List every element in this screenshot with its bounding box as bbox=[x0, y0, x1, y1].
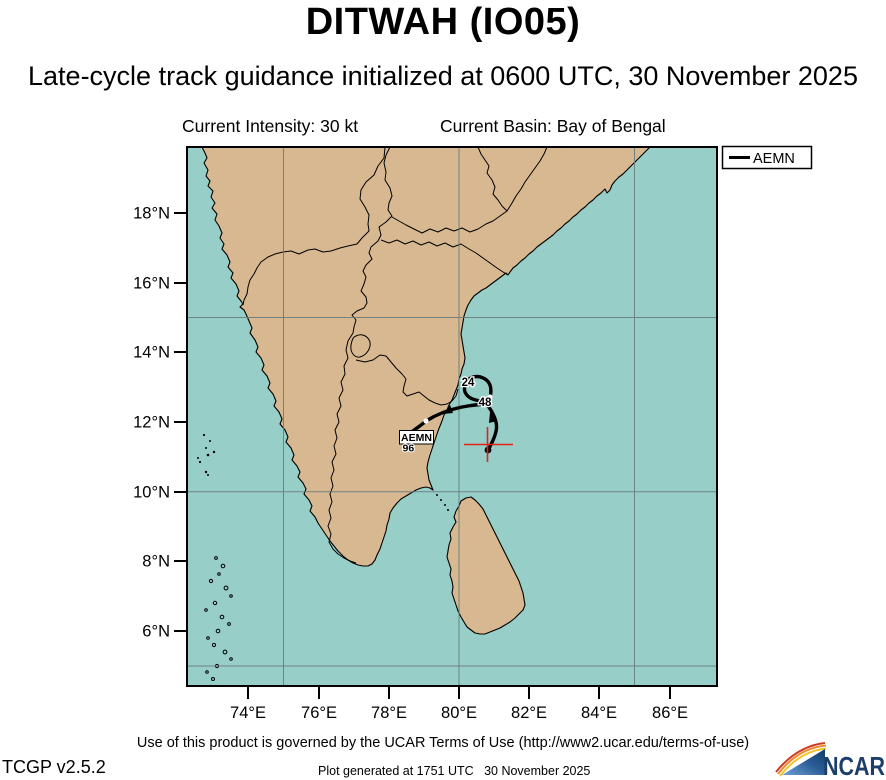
lat-tick-label: 6°N bbox=[142, 623, 170, 641]
generation-timestamp: Plot generated at 1751 UTC 30 November 2… bbox=[318, 764, 591, 778]
ncar-wordmark: NCAR bbox=[823, 751, 885, 780]
adams-bridge-islets bbox=[436, 494, 449, 511]
lon-tick-label: 76°E bbox=[301, 704, 337, 722]
maldives-islands bbox=[204, 556, 233, 681]
lon-tick-label: 84°E bbox=[581, 704, 617, 722]
lat-tick-labels: 18°N 16°N 14°N 12°N 10°N 8°N 6°N bbox=[133, 205, 170, 641]
track-point-72h bbox=[423, 418, 429, 424]
map-frame bbox=[186, 146, 718, 687]
lat-tick-label: 14°N bbox=[133, 344, 170, 362]
track-arrowhead-west bbox=[443, 405, 453, 414]
ncar-rainbow-yellow bbox=[779, 747, 827, 777]
track-label-48: 48 bbox=[479, 397, 492, 409]
lon-tick-labels: 74°E 76°E 78°E 80°E 82°E 84°E 86°E bbox=[230, 704, 688, 722]
ncar-mountain-triangle bbox=[782, 749, 825, 775]
ucar-terms-text: Use of this product is governed by the U… bbox=[136, 735, 750, 751]
ncar-logo: NCAR bbox=[775, 742, 885, 780]
track-model-box-label: AEMN bbox=[401, 432, 432, 444]
lon-axis bbox=[247, 686, 671, 699]
storm-title: DITWAH (IO05) bbox=[305, 1, 581, 43]
initial-position-crosshair bbox=[464, 427, 513, 462]
india-landmass bbox=[201, 147, 651, 567]
lat-tick-label: 8°N bbox=[142, 553, 170, 571]
lat-tick-label: 16°N bbox=[133, 275, 170, 293]
lakshadweep-islands bbox=[197, 433, 216, 476]
track-label-96: 96 bbox=[403, 443, 415, 455]
track-point-24h bbox=[487, 394, 493, 400]
lon-tick-label: 82°E bbox=[511, 704, 547, 722]
gridlines bbox=[187, 147, 717, 686]
current-basin-label: Current Basin: Bay of Bengal bbox=[440, 116, 666, 136]
lon-tick-label: 86°E bbox=[652, 704, 688, 722]
track-model-box bbox=[399, 430, 434, 445]
track-line bbox=[406, 374, 499, 452]
lon-tick-label: 80°E bbox=[441, 704, 477, 722]
lon-tick-label: 74°E bbox=[230, 704, 266, 722]
lat-tick-label: 12°N bbox=[133, 414, 170, 432]
current-intensity-label: Current Intensity: 30 kt bbox=[182, 116, 359, 136]
lat-axis bbox=[174, 212, 187, 632]
ncar-rainbow-orange bbox=[777, 744, 827, 775]
state-borders bbox=[242, 147, 548, 564]
legend: AEMN bbox=[721, 145, 813, 170]
lat-tick-label: 18°N bbox=[133, 205, 170, 223]
tcgp-version: TCGP v2.5.2 bbox=[2, 757, 106, 777]
lat-tick-label: 10°N bbox=[133, 484, 170, 502]
sri-lanka bbox=[446, 496, 526, 635]
track-label-24: 24 bbox=[462, 377, 475, 389]
track-arrowhead-north bbox=[489, 412, 497, 423]
plot-subtitle: Late-cycle track guidance initialized at… bbox=[28, 61, 858, 91]
lon-tick-label: 78°E bbox=[371, 704, 407, 722]
legend-entry-aemn: AEMN bbox=[753, 151, 795, 167]
ncar-rainbow-red bbox=[775, 742, 826, 773]
